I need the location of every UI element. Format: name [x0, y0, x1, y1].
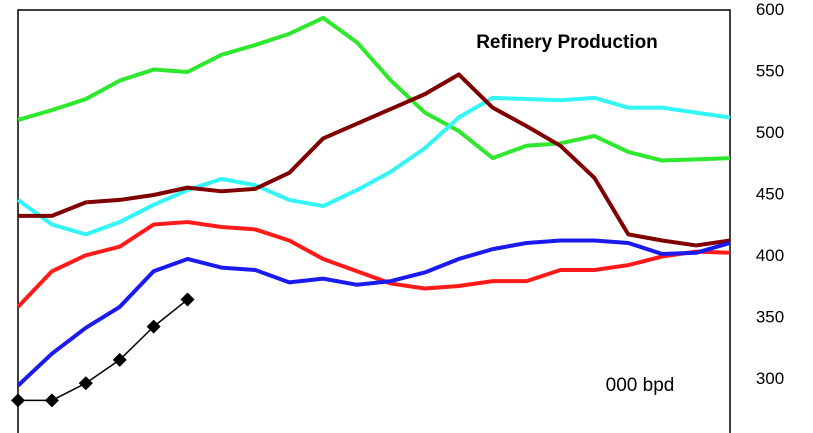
- diamond-marker: [78, 376, 93, 391]
- y-tick-label: 250: [756, 430, 784, 433]
- diamond-marker: [180, 292, 195, 307]
- series-line: [16, 95, 731, 237]
- unit-annotation: 000 bpd: [606, 375, 675, 396]
- series-line: [18, 298, 188, 402]
- y-tick-label: 400: [756, 246, 784, 265]
- diamond-marker: [112, 352, 127, 367]
- series-line: [16, 238, 731, 388]
- diamond-marker: [44, 393, 59, 408]
- series-line: [16, 220, 731, 309]
- plot-frame: [17, 9, 731, 433]
- series-line: [17, 15, 731, 163]
- series-line: [18, 72, 731, 248]
- diamond-marker: [146, 319, 161, 334]
- diamond-marker: [11, 393, 25, 408]
- y-tick-label: 500: [756, 123, 784, 142]
- y-tick-label: 350: [756, 307, 784, 326]
- y-tick-label: 550: [756, 61, 784, 80]
- chart-title: Refinery Production: [476, 32, 658, 53]
- y-tick-label: 300: [756, 369, 784, 388]
- y-tick-label: 450: [756, 184, 784, 203]
- y-tick-label: 600: [756, 0, 784, 19]
